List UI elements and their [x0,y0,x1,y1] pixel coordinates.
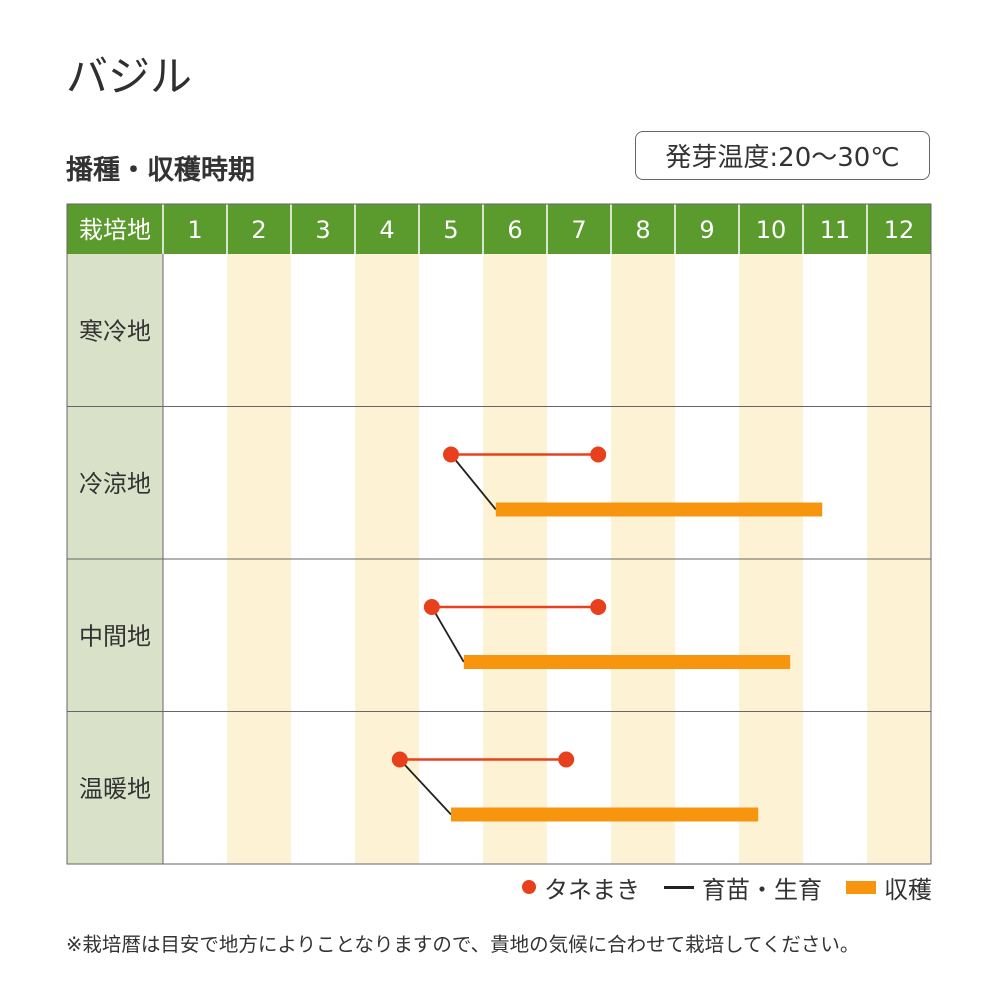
month-label: 4 [379,216,394,244]
germination-temperature-text: 発芽温度:20～30℃ [665,143,900,173]
month-label: 3 [315,216,330,244]
sowing-end-point [558,751,575,768]
sowing-end-point [590,446,607,463]
month-label: 1 [187,216,202,244]
month-label: 11 [820,216,851,244]
chart-border [66,203,932,865]
seedling-connector [399,758,452,816]
month-label: 2 [251,216,266,244]
germination-temperature-badge: 発芽温度:20～30℃ [635,131,930,180]
harvest-bar-icon [846,880,876,894]
month-label: 7 [571,216,586,244]
harvest-bar [463,655,791,669]
legend-label-sowing: タネまき [544,875,640,904]
month-label: 10 [756,216,787,244]
sowing-dot-icon [522,880,536,894]
legend-item-seedling: 育苗・生育 [664,870,822,905]
page-title: バジル [66,52,193,101]
chart-subtitle: 播種・収穫時期 [66,155,255,186]
legend-item-harvest: 収穫 [846,870,932,905]
legend-item-sowing: タネまき [522,870,640,905]
region-label: 温暖地 [79,775,151,803]
sowing-start-point [391,751,408,768]
region-label: 寒冷地 [79,317,151,345]
month-label: 12 [884,216,915,244]
region-label: 中間地 [79,622,151,650]
harvest-bar [451,807,759,822]
seedling-connector [431,606,465,663]
month-label: 6 [507,216,522,244]
legend-label-harvest: 収穫 [884,875,932,904]
seedling-line-icon [664,885,694,889]
header-label-region: 栽培地 [79,216,151,244]
month-label: 5 [443,216,458,244]
month-label: 9 [699,216,714,244]
footnote: ※栽培暦は目安で地方によりことなりますので、貴地の気候に合わせて栽培してください… [66,933,860,956]
month-label: 8 [635,216,650,244]
region-label: 冷涼地 [79,470,151,498]
sowing-start-point [423,599,440,615]
month-header-bar [67,204,931,254]
chart-legend: タネまき 育苗・生育 収穫 [522,870,932,905]
legend-label-seedling: 育苗・生育 [702,875,822,904]
sowing-start-point [443,446,459,463]
sowing-end-point [590,599,607,615]
seedling-connector [450,453,497,511]
harvest-bar [495,502,823,517]
